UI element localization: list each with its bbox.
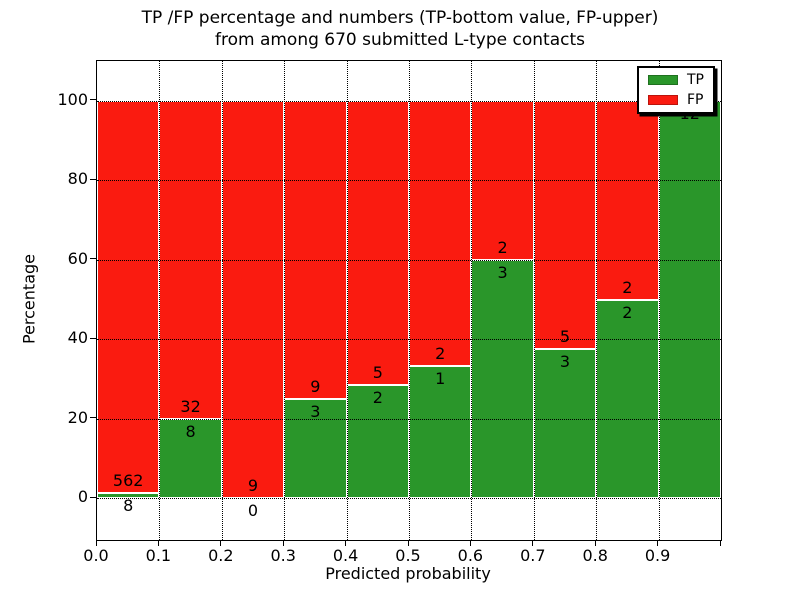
fp-count-label: 32 xyxy=(180,396,201,416)
tp-count-label: 2 xyxy=(372,387,383,407)
v-gridline xyxy=(221,61,223,540)
tp-count-label: 0 xyxy=(247,501,259,521)
chart-title: TP /FP percentage and numbers (TP-bottom… xyxy=(88,7,712,51)
y-tick-label: 40 xyxy=(67,328,88,348)
tp-legend-label: TP xyxy=(687,72,704,88)
y-tick xyxy=(90,496,96,498)
tp-count-label: 3 xyxy=(310,401,321,421)
x-tick xyxy=(407,540,409,546)
fp-count-label: 9 xyxy=(310,376,321,396)
bar-segment-fp xyxy=(97,100,160,493)
bar-segment-tp xyxy=(284,398,347,499)
tp-count-label: 2 xyxy=(622,302,633,322)
v-gridline xyxy=(159,61,161,540)
x-tick xyxy=(719,540,721,546)
plot-area: TP FP 56283289093522123532212 xyxy=(96,60,722,541)
x-tick xyxy=(282,540,284,546)
x-tick-label: 0.3 xyxy=(270,546,296,565)
fp-count-label: 2 xyxy=(497,237,508,257)
x-tick-label: 0.1 xyxy=(145,546,172,565)
fp-count-label: 2 xyxy=(435,343,446,363)
bar-segment-fp xyxy=(221,100,285,499)
chart-title-line1: TP /FP percentage and numbers (TP-bottom… xyxy=(141,8,659,28)
x-tick-label: 0.0 xyxy=(83,546,109,565)
bar-segment-tp xyxy=(658,100,721,499)
bar-segment-fp xyxy=(596,100,659,300)
x-tick-label: 0.4 xyxy=(332,546,359,565)
bar-segment-fp xyxy=(346,100,409,385)
legend-entry-tp: TP xyxy=(648,73,704,87)
x-tick xyxy=(469,540,471,546)
fp-legend-label: FP xyxy=(687,92,704,108)
bar-segment-fp xyxy=(284,100,347,399)
bar-segment-tp xyxy=(471,259,534,499)
v-gridline xyxy=(346,61,348,540)
x-tick xyxy=(532,540,534,546)
y-tick-label: 20 xyxy=(67,407,88,427)
y-tick xyxy=(90,99,96,101)
x-tick-label: 0.2 xyxy=(208,546,234,565)
v-gridline xyxy=(596,61,598,540)
v-gridline xyxy=(533,61,535,540)
x-tick xyxy=(157,540,159,546)
tp-count-label: 3 xyxy=(559,352,571,372)
v-gridline xyxy=(284,61,286,540)
fp-count-label: 562 xyxy=(112,470,144,490)
x-tick-label: 0.8 xyxy=(582,546,608,565)
fp-count-label: 2 xyxy=(622,277,633,297)
y-tick xyxy=(90,337,96,339)
v-gridline xyxy=(658,61,660,540)
tp-count-label: 3 xyxy=(497,262,508,282)
fp-count-label: 5 xyxy=(559,327,571,347)
y-tick-label: 0 xyxy=(77,487,88,507)
legend-entry-fp: FP xyxy=(648,93,704,107)
x-tick-label: 0.6 xyxy=(457,546,484,565)
bar-segment-tp xyxy=(596,299,659,499)
x-tick xyxy=(345,540,347,546)
x-axis-label: Predicted probability xyxy=(325,564,491,583)
bar-segment-fp xyxy=(533,100,597,350)
y-tick xyxy=(90,178,96,180)
x-tick-label: 0.5 xyxy=(395,546,421,565)
chart-title-line2: from among 670 submitted L-type contacts xyxy=(214,30,585,50)
x-tick xyxy=(220,540,222,546)
x-tick xyxy=(657,540,659,546)
fp-count-label: 9 xyxy=(247,476,259,496)
x-tick xyxy=(95,540,97,546)
x-tick-label: 0.7 xyxy=(520,546,546,565)
tp-count-label: 1 xyxy=(435,368,446,388)
v-gridline xyxy=(409,61,410,540)
tp-swatch xyxy=(648,75,678,85)
y-tick xyxy=(90,417,96,419)
y-tick xyxy=(90,258,96,260)
tp-count-label: 8 xyxy=(185,421,196,441)
v-gridline xyxy=(471,61,473,540)
legend: TP FP xyxy=(637,66,715,114)
y-tick-label: 80 xyxy=(67,169,88,189)
y-axis-label: Percentage xyxy=(19,253,39,345)
fp-count-label: 5 xyxy=(372,362,383,382)
bar-segment-tp xyxy=(159,418,222,499)
x-tick-label: 0.9 xyxy=(644,546,671,565)
bar-segment-tp xyxy=(346,384,409,499)
fp-swatch xyxy=(648,95,678,105)
y-tick-label: 60 xyxy=(67,248,88,268)
bar-segment-fp xyxy=(409,100,472,366)
tp-count-label: 8 xyxy=(123,495,134,515)
y-tick-label: 100 xyxy=(57,89,88,109)
bar-segment-tp xyxy=(97,492,160,499)
x-tick xyxy=(594,540,596,546)
bar-segment-tp xyxy=(533,349,597,499)
